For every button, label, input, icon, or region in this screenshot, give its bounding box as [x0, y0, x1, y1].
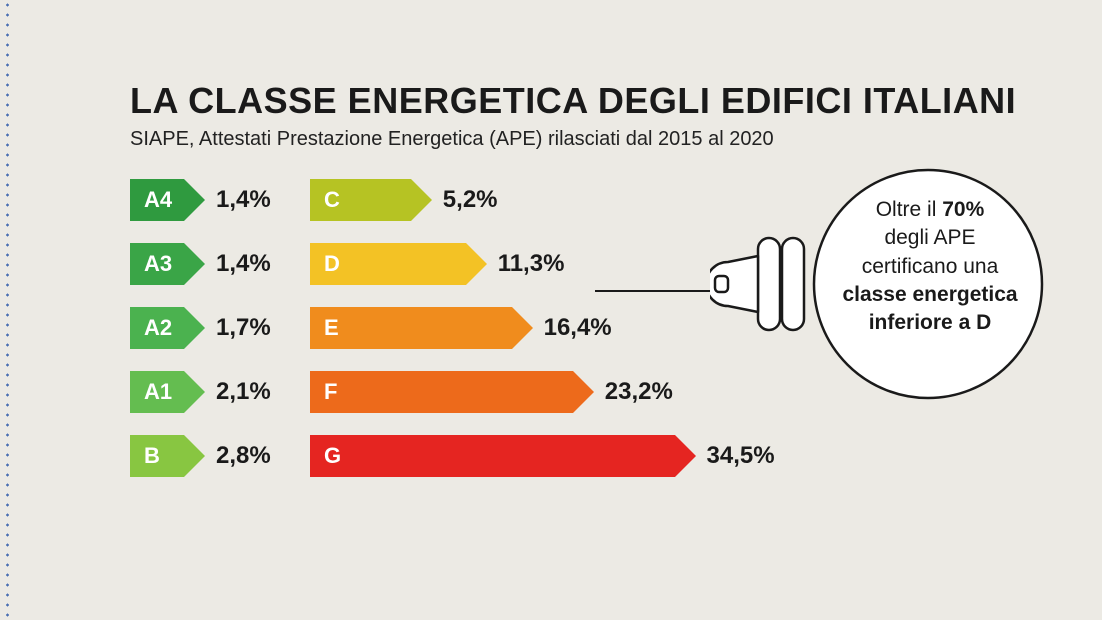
energy-pct: 16,4% — [544, 314, 612, 342]
energy-pct: 1,4% — [216, 186, 271, 214]
energy-label: C — [324, 187, 340, 213]
energy-label: A4 — [144, 187, 172, 213]
chart-subtitle: SIAPE, Attestati Prestazione Energetica … — [130, 128, 1042, 151]
energy-pct: 5,2% — [443, 186, 498, 214]
energy-pct: 23,2% — [605, 378, 673, 406]
bar-row-G: G 34,5% — [310, 435, 1042, 477]
energy-label: E — [324, 315, 339, 341]
energy-arrow-E: E — [310, 307, 512, 349]
callout-line4: classe energetica — [842, 283, 1017, 306]
energy-pct: 34,5% — [707, 442, 775, 470]
energy-arrow-B: B — [130, 435, 184, 477]
energy-arrow-A3: A3 — [130, 243, 184, 285]
bar-row-A2: A2 1,7% — [130, 307, 310, 349]
energy-arrow-A1: A1 — [130, 371, 184, 413]
callout-connector-line — [595, 290, 725, 292]
energy-label: F — [324, 379, 337, 405]
callout-lightbulb: Oltre il 70% degli APE certificano una c… — [710, 166, 1050, 426]
dotted-left-border — [6, 0, 9, 620]
energy-label: A3 — [144, 251, 172, 277]
energy-arrow-D: D — [310, 243, 466, 285]
left-column: A4 1,4% A3 1,4% A2 1,7% A1 2,1% B 2,8% — [130, 179, 310, 499]
callout-line2: degli APE — [884, 226, 975, 249]
energy-arrow-G: G — [310, 435, 675, 477]
energy-arrow-A2: A2 — [130, 307, 184, 349]
energy-pct: 1,7% — [216, 314, 271, 342]
callout-line1a: Oltre il — [876, 198, 943, 221]
energy-arrow-F: F — [310, 371, 573, 413]
callout-text: Oltre il 70% degli APE certificano una c… — [830, 196, 1030, 338]
bar-row-A4: A4 1,4% — [130, 179, 310, 221]
chart-title: LA CLASSE ENERGETICA DEGLI EDIFICI ITALI… — [130, 80, 1042, 122]
energy-pct: 1,4% — [216, 250, 271, 278]
callout-line1b: 70% — [942, 198, 984, 221]
bar-row-A3: A3 1,4% — [130, 243, 310, 285]
energy-pct: 2,8% — [216, 442, 271, 470]
energy-label: B — [144, 443, 160, 469]
energy-pct: 2,1% — [216, 378, 271, 406]
energy-label: A2 — [144, 315, 172, 341]
energy-arrow-A4: A4 — [130, 179, 184, 221]
bar-row-B: B 2,8% — [130, 435, 310, 477]
energy-label: G — [324, 443, 341, 469]
energy-label: A1 — [144, 379, 172, 405]
energy-label: D — [324, 251, 340, 277]
bar-row-A1: A1 2,1% — [130, 371, 310, 413]
energy-pct: 11,3% — [498, 250, 565, 278]
energy-arrow-C: C — [310, 179, 411, 221]
callout-line5: inferiore a D — [869, 311, 992, 334]
callout-line3: certificano una — [862, 255, 999, 278]
